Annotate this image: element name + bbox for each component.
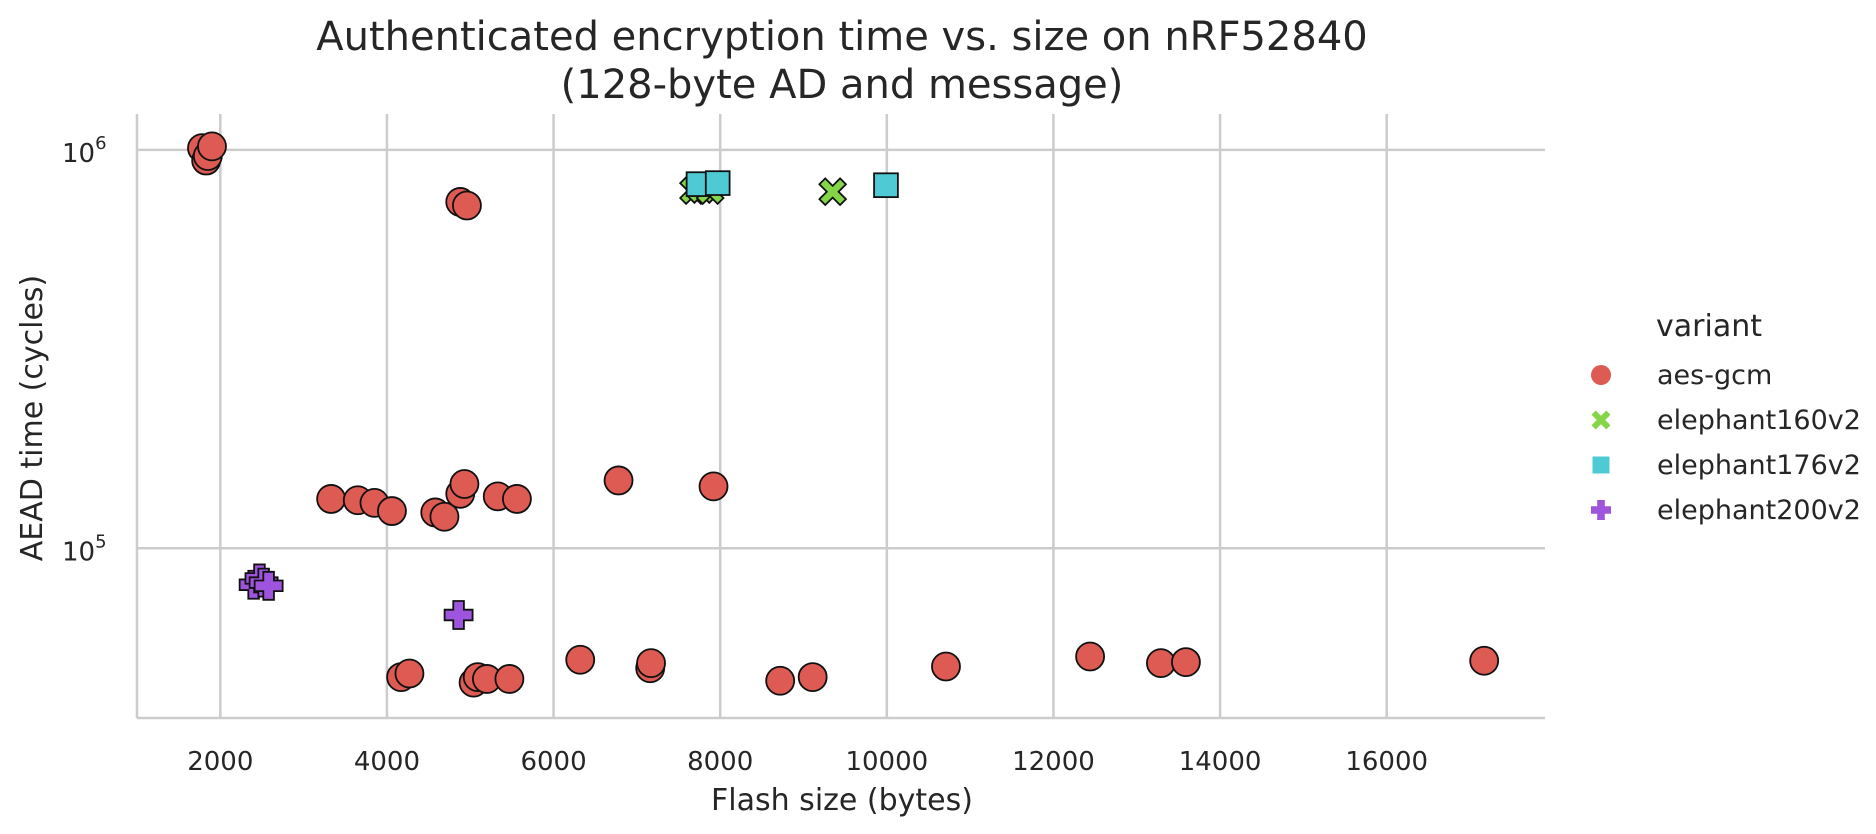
data-points bbox=[187, 131, 1500, 698]
chart-subtitle: (128-byte AD and message) bbox=[561, 62, 1124, 108]
legend-marker-icon bbox=[1591, 365, 1611, 385]
y-tick-label: 106 bbox=[62, 133, 107, 169]
legend-marker-icon bbox=[1591, 500, 1611, 520]
legend-item: elephant176v2 bbox=[1592, 450, 1861, 481]
data-point bbox=[1075, 641, 1106, 672]
x-tick-label: 12000 bbox=[1012, 747, 1095, 777]
data-point bbox=[873, 172, 899, 199]
grid-lines bbox=[137, 114, 1545, 718]
chart-title: Authenticated encryption time vs. size o… bbox=[316, 14, 1367, 60]
data-point bbox=[1146, 648, 1176, 679]
data-point bbox=[603, 465, 634, 496]
legend-title: variant bbox=[1656, 309, 1762, 344]
axes bbox=[135, 114, 1545, 720]
x-tick-label: 16000 bbox=[1345, 747, 1428, 777]
data-point bbox=[704, 170, 731, 196]
data-point bbox=[502, 484, 532, 514]
data-point bbox=[443, 600, 474, 630]
data-point bbox=[818, 177, 848, 207]
x-axis-label: Flash size (bytes) bbox=[711, 783, 973, 818]
legend-item: elephant160v2 bbox=[1591, 405, 1861, 436]
x-tick-labels: 2000 4000 6000 8000 10000 12000 14000 16000 bbox=[187, 747, 1428, 777]
data-point bbox=[765, 665, 796, 696]
data-point bbox=[698, 471, 729, 502]
data-point bbox=[452, 190, 482, 221]
y-tick-label: 105 bbox=[62, 531, 107, 567]
data-point bbox=[449, 469, 480, 499]
legend-marker-icon bbox=[1592, 456, 1610, 474]
x-tick-label: 2000 bbox=[187, 747, 253, 777]
x-tick-label: 4000 bbox=[354, 747, 420, 777]
legend-label: elephant160v2 bbox=[1657, 405, 1861, 436]
data-point bbox=[377, 496, 407, 526]
data-point bbox=[1469, 645, 1500, 676]
x-tick-label: 6000 bbox=[520, 747, 586, 777]
data-point bbox=[197, 131, 227, 162]
data-point bbox=[931, 651, 961, 682]
data-point bbox=[316, 484, 347, 514]
series-elephant200v2 bbox=[238, 563, 474, 630]
data-point bbox=[494, 664, 525, 694]
series-aes-gcm bbox=[187, 131, 1500, 698]
legend-item: aes-gcm bbox=[1591, 360, 1772, 391]
legend-marker-icon bbox=[1591, 410, 1611, 430]
series-elephant176v2 bbox=[685, 170, 899, 199]
y-axis-label: AEAD time (cycles) bbox=[15, 275, 50, 562]
data-point bbox=[797, 662, 828, 692]
data-point bbox=[1171, 647, 1201, 677]
data-point bbox=[565, 644, 596, 675]
y-tick-labels: 105 106 bbox=[62, 133, 107, 567]
legend: variant aes-gcm elephant160v2 elephant176v… bbox=[1591, 309, 1861, 526]
data-point bbox=[429, 501, 460, 532]
legend-label: elephant176v2 bbox=[1657, 450, 1861, 481]
data-point bbox=[253, 570, 284, 601]
legend-item: elephant200v2 bbox=[1591, 495, 1861, 526]
legend-label: elephant200v2 bbox=[1657, 495, 1861, 526]
x-tick-label: 10000 bbox=[845, 747, 928, 777]
x-tick-label: 14000 bbox=[1179, 747, 1262, 777]
data-point bbox=[636, 648, 666, 679]
x-tick-label: 8000 bbox=[687, 747, 753, 777]
legend-label: aes-gcm bbox=[1657, 360, 1772, 391]
data-point bbox=[394, 658, 425, 689]
